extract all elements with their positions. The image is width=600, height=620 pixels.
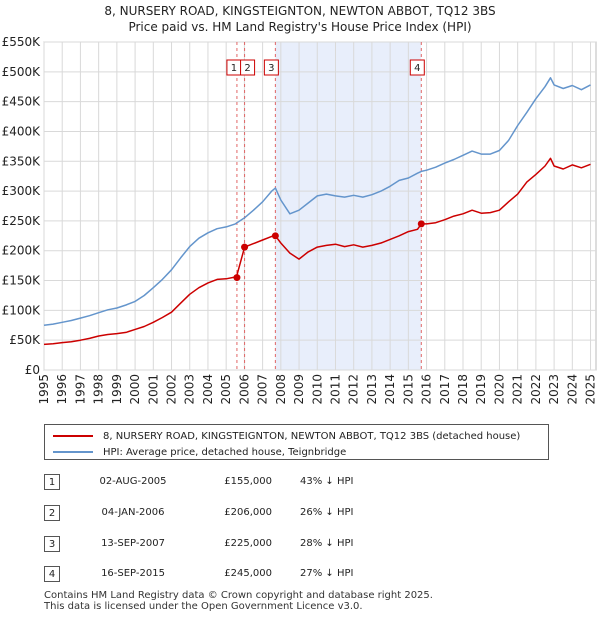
x-tick-label: 2010: [310, 374, 324, 405]
legend-swatch-hpi: [53, 451, 93, 453]
marker-box: [240, 59, 256, 76]
sale-point: [241, 243, 249, 251]
x-tick-label: 2003: [183, 374, 197, 405]
marker-label: 2: [244, 63, 250, 74]
x-tick-label: 2009: [292, 374, 306, 405]
chart-title: 8, NURSERY ROAD, KINGSTEIGNTON, NEWTON A…: [104, 4, 496, 18]
footer-copyright: Contains HM Land Registry data © Crown c…: [44, 590, 433, 601]
legend: 8, NURSERY ROAD, KINGSTEIGNTON, NEWTON A…: [44, 424, 549, 460]
marker-label: 1: [231, 63, 237, 74]
legend-item-hpi: HPI: Average price, detached house, Teig…: [53, 444, 346, 460]
y-tick-label: £300K: [2, 184, 42, 198]
y-tick-label: £400K: [2, 124, 42, 138]
x-tick-label: 2014: [383, 374, 397, 405]
x-tick-label: 2006: [237, 374, 251, 405]
x-tick-label: 2004: [201, 374, 215, 405]
y-tick-label: £500K: [2, 65, 42, 79]
x-tick-label: 1997: [73, 374, 87, 405]
transaction-number: 2: [44, 505, 60, 521]
x-tick-label: 2020: [492, 374, 506, 405]
y-tick-label: £150K: [2, 274, 42, 288]
transaction-price: £206,000: [224, 507, 272, 518]
shaded-region: [275, 42, 422, 370]
x-tick-label: 2001: [146, 374, 160, 405]
x-tick-label: 1995: [37, 374, 51, 405]
x-tick-label: 1996: [55, 374, 69, 405]
transaction-price: £155,000: [224, 476, 272, 487]
y-tick-label: £350K: [2, 154, 42, 168]
legend-swatch-property: [53, 435, 93, 437]
marker-label: 3: [268, 63, 274, 74]
y-tick-label: £550K: [2, 35, 42, 49]
x-tick-label: 2017: [438, 374, 452, 405]
y-tick-label: £0: [25, 363, 40, 377]
x-tick-label: 2025: [584, 374, 598, 405]
y-tick-label: £100K: [2, 303, 42, 317]
transaction-date: 04-JAN-2006: [101, 507, 165, 518]
x-tick-label: 2007: [256, 374, 270, 405]
chart-subtitle: Price paid vs. HM Land Registry's House …: [128, 20, 472, 34]
x-tick-label: 2015: [401, 374, 415, 405]
transaction-hpi-diff: 27% ↓ HPI: [300, 568, 354, 579]
property-price-line: [43, 157, 591, 346]
y-tick-label: £200K: [2, 244, 42, 258]
transaction-hpi-diff: 43% ↓ HPI: [300, 476, 354, 487]
legend-label-property: 8, NURSERY ROAD, KINGSTEIGNTON, NEWTON A…: [103, 430, 521, 442]
legend-label-hpi: HPI: Average price, detached house, Teig…: [103, 446, 347, 458]
footer-licence: This data is licensed under the Open Gov…: [44, 601, 363, 612]
x-tick-label: 2008: [274, 374, 288, 405]
x-tick-label: 2021: [511, 374, 525, 405]
x-tick-label: 2016: [420, 374, 434, 405]
x-tick-label: 2012: [347, 374, 361, 405]
x-tick-label: 2022: [529, 374, 543, 405]
x-tick-label: 2013: [365, 374, 379, 405]
x-tick-label: 2002: [165, 374, 179, 405]
transaction-number: 1: [44, 474, 60, 490]
hpi-line: [43, 77, 591, 327]
y-tick-label: £250K: [2, 214, 42, 228]
transaction-price: £245,000: [224, 568, 272, 579]
sale-point: [417, 220, 425, 228]
y-tick-label: £450K: [2, 95, 42, 109]
sale-point: [233, 274, 241, 282]
x-tick-label: 2000: [128, 374, 142, 405]
transaction-date: 16-SEP-2015: [101, 568, 165, 579]
x-tick-label: 2011: [328, 374, 342, 405]
legend-item-property: 8, NURSERY ROAD, KINGSTEIGNTON, NEWTON A…: [53, 428, 520, 444]
transaction-number: 3: [44, 536, 60, 552]
x-tick-label: 2018: [456, 374, 470, 405]
transaction-number: 4: [44, 566, 60, 582]
x-tick-label: 2023: [547, 374, 561, 405]
transaction-date: 13-SEP-2007: [101, 538, 165, 549]
transaction-price: £225,000: [224, 538, 272, 549]
transaction-hpi-diff: 28% ↓ HPI: [300, 538, 354, 549]
x-tick-label: 1999: [110, 374, 124, 405]
x-tick-label: 2005: [219, 374, 233, 405]
x-tick-label: 2019: [474, 374, 488, 405]
x-tick-label: 1998: [92, 374, 106, 405]
marker-box: [409, 59, 425, 76]
marker-label: 4: [414, 63, 420, 74]
transaction-hpi-diff: 26% ↓ HPI: [300, 507, 354, 518]
sale-point: [271, 232, 279, 240]
x-tick-label: 2024: [565, 374, 579, 405]
transaction-date: 02-AUG-2005: [99, 476, 167, 487]
marker-box: [263, 59, 279, 76]
y-tick-label: £50K: [9, 333, 41, 347]
